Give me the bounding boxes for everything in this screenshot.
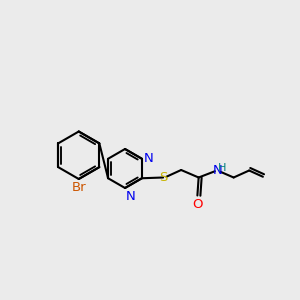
Text: N: N: [212, 164, 222, 177]
Text: N: N: [126, 190, 136, 203]
Text: S: S: [159, 171, 167, 184]
Text: Br: Br: [71, 181, 86, 194]
Text: H: H: [218, 164, 226, 173]
Text: N: N: [144, 152, 154, 165]
Text: O: O: [192, 197, 202, 211]
